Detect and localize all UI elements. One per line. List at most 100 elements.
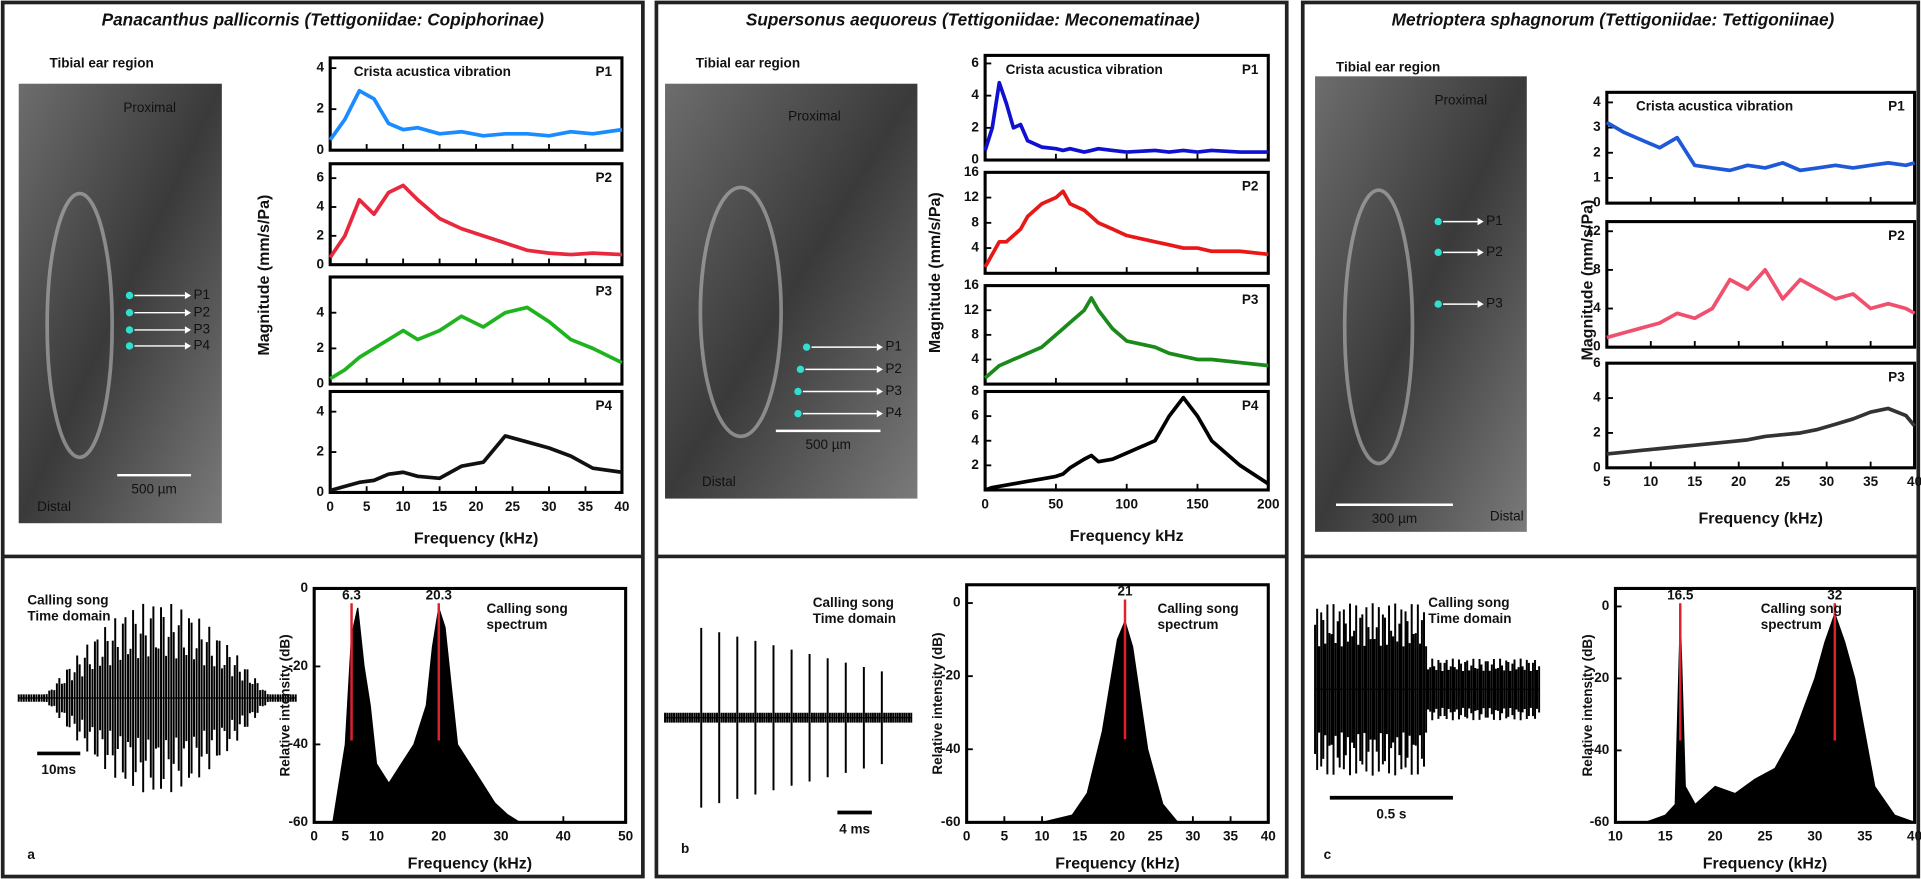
measure-point [1434, 248, 1442, 257]
x-tick-label: 25 [505, 499, 521, 514]
y-tick-label: 2 [316, 340, 324, 355]
spectrum-x-label: Frequency (kHz) [1703, 855, 1827, 872]
vib-title: Crista acustica vibration [1636, 99, 1793, 114]
y-tick-label: -60 [288, 814, 308, 829]
x-tick-label: 40 [614, 499, 629, 514]
y-tick-label: 0 [300, 580, 308, 595]
y-tick-label: 0 [971, 152, 979, 167]
x-tick-label: 40 [1261, 829, 1276, 844]
panel-letter: c [1324, 847, 1332, 862]
plot-frame [328, 389, 624, 494]
vibration-line [328, 88, 623, 142]
vibration-line [329, 305, 623, 381]
y-tick-label: 1 [1593, 170, 1601, 185]
y-tick-label: 2 [971, 119, 979, 134]
plot-frame [983, 284, 1270, 386]
vibration-line [329, 434, 623, 493]
spectrum-x-label: Frequency (kHz) [408, 855, 532, 872]
plot-frame [328, 56, 624, 152]
x-tick-label: 30 [494, 829, 509, 844]
point-label: P1 [1888, 99, 1905, 114]
measure-point [794, 409, 802, 418]
waveform [17, 603, 297, 793]
y-tick-label: 0 [1593, 195, 1601, 210]
image-point-label: P2 [885, 361, 902, 376]
spectrum-title: Calling song [1761, 601, 1842, 616]
point-label: P3 [1242, 292, 1259, 307]
vib-x-label: Frequency (kHz) [414, 530, 538, 547]
x-tick-label: 35 [578, 499, 594, 514]
x-tick-label: 25 [1775, 474, 1791, 489]
scale-label: 300 µm [1372, 511, 1417, 526]
distal-label: Distal [37, 499, 71, 514]
arrow-head [876, 365, 883, 374]
image-title: Tibial ear region [49, 56, 153, 71]
y-tick-label: -20 [1590, 670, 1610, 685]
measure-point [125, 291, 134, 300]
y-tick-label: 6 [971, 55, 979, 70]
micrograph [665, 83, 918, 499]
y-tick-label: 0 [1593, 459, 1601, 474]
image-point-label: P2 [194, 304, 211, 319]
panel-letter: b [681, 841, 689, 856]
y-tick-label: 8 [971, 214, 979, 229]
x-tick-label: 150 [1186, 496, 1209, 511]
spectrum-title: spectrum [1157, 617, 1218, 632]
y-tick-label: 4 [971, 240, 979, 255]
x-tick-label: 35 [1863, 474, 1879, 489]
time-scale-label: 0.5 s [1376, 807, 1406, 822]
proximal-label: Proximal [1434, 93, 1487, 108]
spectrum-title: Calling song [1157, 601, 1238, 616]
image-point-label: P1 [1486, 213, 1503, 228]
vibration-line [1606, 406, 1917, 456]
distal-label: Distal [1490, 509, 1524, 524]
micrograph-feature [45, 191, 115, 460]
panel-frame [654, 0, 1289, 879]
peak-label: 6.3 [342, 587, 361, 602]
y-tick-label: 4 [1593, 390, 1601, 405]
y-tick-label: 4 [971, 351, 979, 366]
panel-letter: a [27, 847, 35, 862]
y-tick-label: 6 [971, 408, 979, 423]
proximal-label: Proximal [788, 109, 841, 124]
vib-y-label: Magnitude (mm/s/Pa) [927, 192, 944, 353]
y-tick-label: 6 [1593, 355, 1601, 370]
x-tick-label: 30 [1185, 829, 1200, 844]
y-tick-label: -20 [288, 658, 308, 673]
vibration-line [983, 80, 1269, 154]
y-tick-label: -20 [941, 668, 961, 683]
waveform [664, 627, 913, 808]
x-tick-label: 0 [963, 829, 971, 844]
x-tick-label: 35 [1857, 829, 1873, 844]
y-tick-label: -60 [941, 814, 961, 829]
vibration-line [1606, 268, 1916, 340]
x-tick-label: 15 [1658, 829, 1674, 844]
image-point-label: P1 [885, 339, 902, 354]
vibration-line [983, 296, 1269, 380]
point-label: P2 [596, 170, 613, 185]
y-tick-label: -40 [288, 736, 308, 751]
vibration-line [983, 189, 1269, 268]
spectrum-y-label: Relative intensity (dB) [930, 633, 945, 775]
point-label: P4 [596, 398, 613, 413]
song-time-label: Time domain [27, 608, 110, 623]
micrograph-feature [698, 185, 783, 439]
x-tick-label: 10 [1035, 829, 1050, 844]
measure-point [796, 365, 805, 374]
panel-frame [0, 0, 645, 879]
micrograph [1315, 76, 1527, 532]
measure-point [1434, 217, 1442, 226]
x-tick-label: 20 [1110, 829, 1125, 844]
song-time-label: Calling song [1428, 595, 1509, 610]
vibration-line [328, 183, 623, 259]
measure-point [802, 343, 811, 351]
x-tick-label: 50 [1048, 496, 1063, 511]
vib-title: Crista acustica vibration [354, 64, 511, 79]
scale-label: 500 µm [805, 437, 850, 452]
micrograph [18, 83, 222, 524]
x-tick-label: 5 [342, 829, 350, 844]
y-tick-label: 2 [316, 444, 324, 459]
x-tick-label: 30 [1807, 829, 1822, 844]
